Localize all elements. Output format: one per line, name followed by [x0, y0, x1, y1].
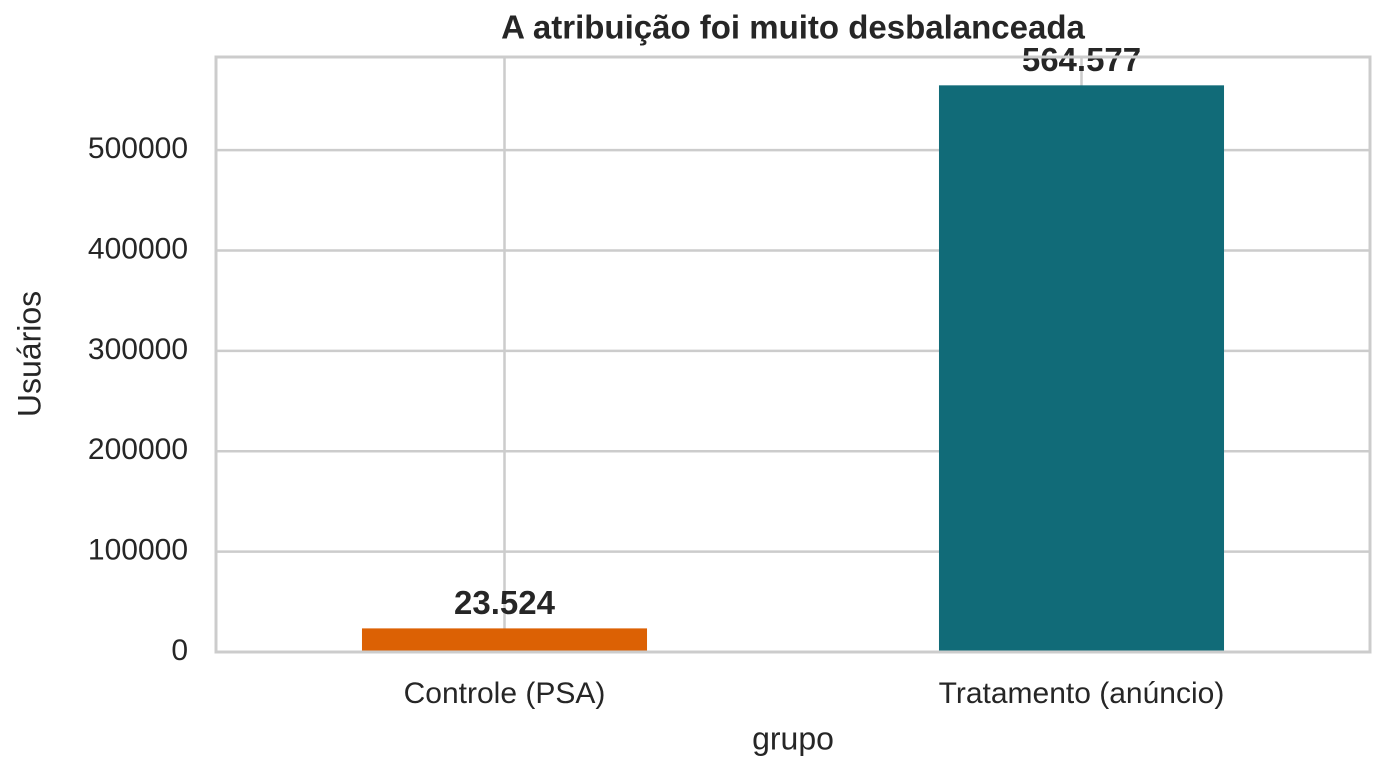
x-tick-label: Controle (PSA)	[404, 677, 606, 710]
y-tick-label: 400000	[88, 232, 188, 265]
x-tick-label: Tratamento (anúncio)	[939, 677, 1225, 710]
value-label: 564.577	[1022, 41, 1141, 78]
y-axis-label: Usuários	[11, 291, 47, 417]
bar	[361, 628, 648, 652]
y-tick-label: 300000	[88, 333, 188, 366]
value-label: 23.524	[454, 584, 556, 621]
chart-title: A atribuição foi muito desbalanceada	[501, 9, 1085, 46]
y-tick-label: 500000	[88, 132, 188, 165]
plot-frame	[214, 55, 1372, 654]
y-tick-label: 0	[171, 634, 188, 667]
y-tick-label: 200000	[88, 433, 188, 466]
bar	[938, 85, 1225, 652]
x-axis-label: grupo	[752, 720, 834, 756]
y-tick-label: 100000	[88, 534, 188, 567]
